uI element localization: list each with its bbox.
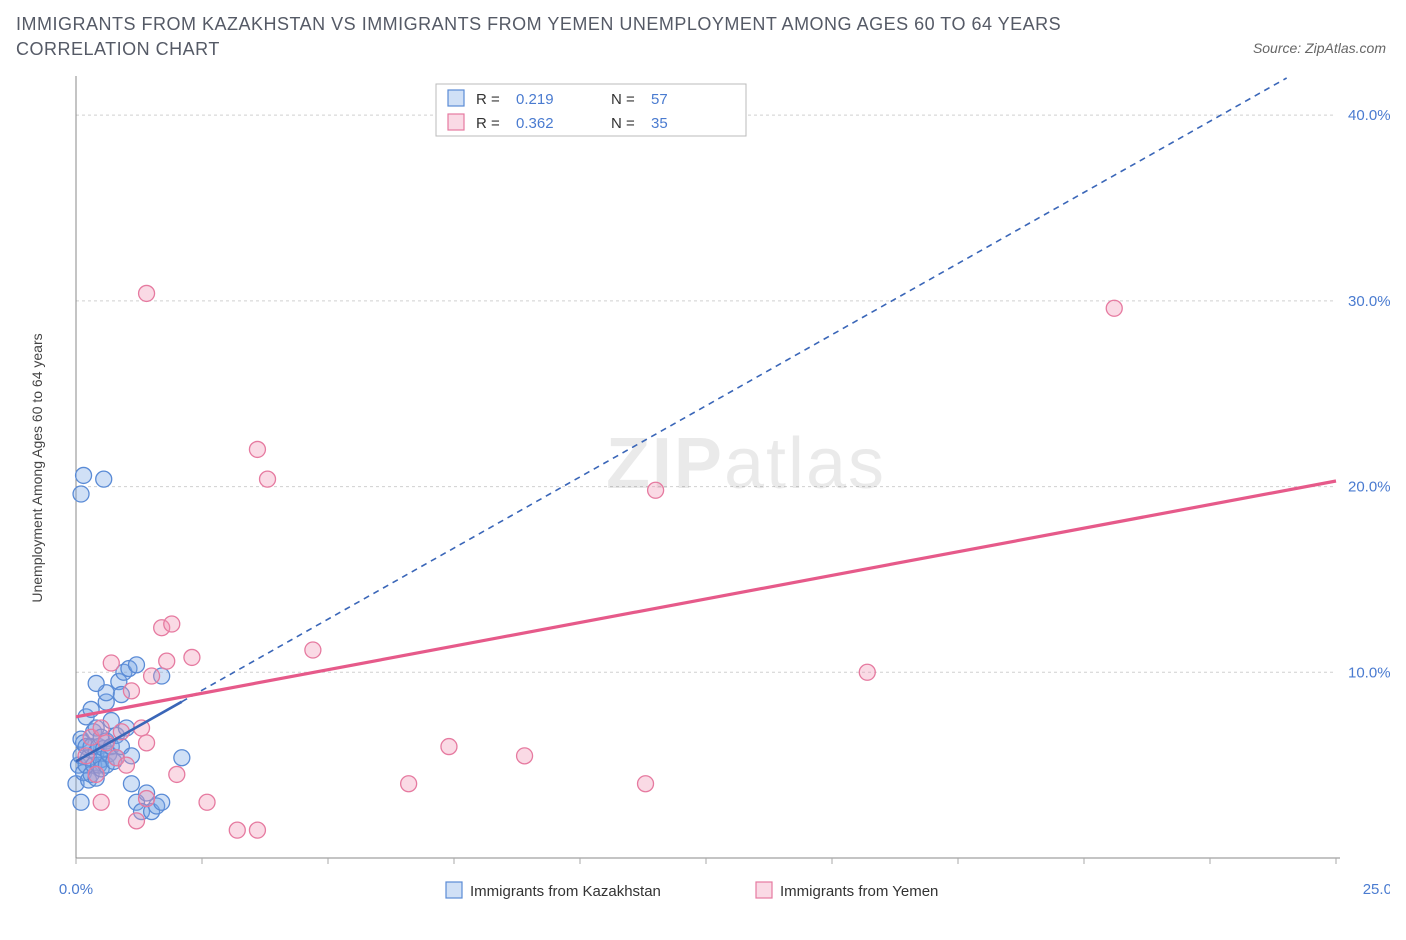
data-point — [401, 776, 417, 792]
data-point — [123, 776, 139, 792]
data-point — [144, 668, 160, 684]
y-tick-label: 40.0% — [1348, 108, 1390, 125]
data-point — [249, 823, 265, 839]
data-point — [128, 657, 144, 673]
y-tick-label: 30.0% — [1348, 293, 1390, 310]
data-point — [648, 483, 664, 499]
data-point — [93, 795, 109, 811]
legend-r-label: R = — [476, 91, 500, 108]
legend-swatch — [448, 90, 464, 106]
legend-swatch — [448, 114, 464, 130]
data-point — [88, 676, 104, 692]
data-point — [139, 735, 155, 751]
data-point — [249, 442, 265, 458]
data-point — [859, 665, 875, 681]
data-point — [1106, 301, 1122, 317]
data-point — [96, 472, 112, 488]
data-point — [517, 748, 533, 764]
legend-n-label: N = — [611, 115, 635, 132]
scatter-chart: 10.0%20.0%30.0%40.0%0.0%25.0%ZIPatlasUne… — [16, 68, 1390, 928]
data-point — [93, 720, 109, 736]
legend-series-label: Immigrants from Yemen — [780, 883, 938, 900]
data-point — [174, 750, 190, 766]
data-point — [88, 767, 104, 783]
data-point — [123, 683, 139, 699]
data-point — [118, 758, 134, 774]
data-point — [139, 791, 155, 807]
trend-line — [76, 481, 1336, 717]
data-point — [199, 795, 215, 811]
data-point — [128, 813, 144, 829]
data-point — [159, 654, 175, 670]
data-point — [305, 642, 321, 658]
legend-n-value: 57 — [651, 91, 668, 108]
legend-r-value: 0.219 — [516, 91, 554, 108]
legend-r-value: 0.362 — [516, 115, 554, 132]
legend-n-value: 35 — [651, 115, 668, 132]
data-point — [169, 767, 185, 783]
legend-series-label: Immigrants from Kazakhstan — [470, 883, 661, 900]
data-point — [441, 739, 457, 755]
data-point — [154, 795, 170, 811]
y-tick-label: 10.0% — [1348, 665, 1390, 682]
data-point — [260, 472, 276, 488]
x-tick-label: 25.0% — [1363, 881, 1390, 898]
legend-r-label: R = — [476, 115, 500, 132]
data-point — [103, 655, 119, 671]
x-tick-label: 0.0% — [59, 881, 93, 898]
data-point — [73, 795, 89, 811]
data-point — [73, 486, 89, 502]
data-point — [76, 468, 92, 484]
data-point — [229, 823, 245, 839]
data-point — [164, 616, 180, 632]
legend-swatch — [756, 882, 772, 898]
source-attribution: Source: ZipAtlas.com — [1253, 40, 1386, 56]
y-tick-label: 20.0% — [1348, 479, 1390, 496]
data-point — [139, 286, 155, 302]
data-point — [184, 650, 200, 666]
legend-swatch — [446, 882, 462, 898]
chart-title: IMMIGRANTS FROM KAZAKHSTAN VS IMMIGRANTS… — [16, 12, 1166, 62]
legend-n-label: N = — [611, 91, 635, 108]
data-point — [638, 776, 654, 792]
trend-line-dashed — [182, 78, 1287, 702]
chart-canvas: 10.0%20.0%30.0%40.0%0.0%25.0%ZIPatlasUne… — [16, 68, 1390, 928]
y-axis-label: Unemployment Among Ages 60 to 64 years — [29, 334, 45, 603]
